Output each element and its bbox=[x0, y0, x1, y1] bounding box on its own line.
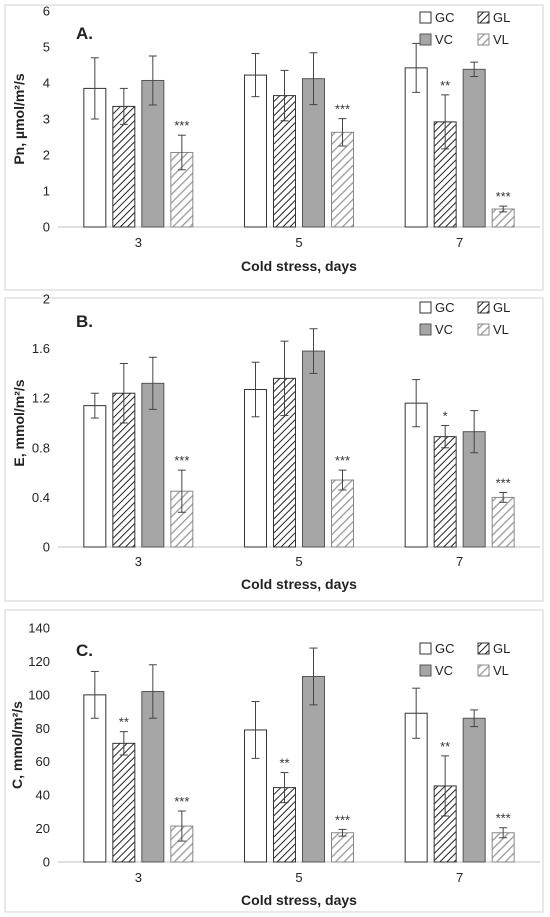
significance-marker: *** bbox=[335, 812, 350, 827]
y-tick-label: 1.2 bbox=[32, 391, 50, 406]
x-axis-title: Cold stress, days bbox=[241, 892, 357, 908]
bar-gc-day-3 bbox=[83, 694, 107, 863]
legend-swatch-gl bbox=[477, 301, 490, 314]
significance-marker: *** bbox=[496, 811, 511, 826]
y-tick-label: 140 bbox=[28, 621, 50, 636]
y-tick-label: 6 bbox=[43, 4, 50, 19]
bar-gl-day-3 bbox=[112, 742, 136, 863]
legend-label-gl: GL bbox=[493, 641, 510, 656]
legend-label-vc: VC bbox=[435, 663, 453, 678]
legend-swatch-vl bbox=[477, 33, 490, 46]
significance-marker: *** bbox=[335, 453, 350, 468]
y-tick-label: 4 bbox=[43, 76, 50, 91]
bar-vc-day-5 bbox=[302, 350, 325, 548]
legend-swatch-vl bbox=[477, 664, 490, 677]
legend-label-gc: GC bbox=[435, 300, 455, 315]
y-tick-label: 0.8 bbox=[32, 440, 50, 455]
x-tick-label: 5 bbox=[295, 235, 302, 250]
x-tick-label: 7 bbox=[456, 554, 463, 569]
y-tick-label: 0 bbox=[43, 220, 50, 235]
x-axis-title: Cold stress, days bbox=[241, 258, 357, 274]
y-axis-title: C, mmol/m²/s bbox=[9, 701, 25, 789]
bar-vl-day-5 bbox=[331, 832, 354, 863]
bar-vl-day-7 bbox=[491, 496, 515, 548]
y-tick-label: 100 bbox=[28, 687, 50, 702]
legend-label-gc: GC bbox=[435, 10, 455, 25]
y-tick-label: 5 bbox=[43, 40, 50, 55]
x-tick-label: 5 bbox=[295, 870, 302, 885]
bar-vc-day-7 bbox=[462, 68, 486, 228]
y-tick-label: 80 bbox=[36, 721, 50, 736]
x-axis-title: Cold stress, days bbox=[241, 576, 357, 592]
significance-marker: ** bbox=[279, 756, 289, 771]
significance-marker: *** bbox=[174, 794, 189, 809]
y-tick-label: 120 bbox=[28, 654, 50, 669]
significance-marker: *** bbox=[496, 475, 511, 490]
legend-swatch-vc bbox=[419, 33, 432, 46]
legend-swatch-gc bbox=[419, 301, 432, 314]
significance-marker: *** bbox=[335, 102, 350, 117]
legend-swatch-vc bbox=[419, 323, 432, 336]
bar-gc-day-5 bbox=[244, 74, 267, 228]
legend-label-gl: GL bbox=[493, 300, 510, 315]
y-axis-title: E, mmol/m²/s bbox=[11, 379, 27, 466]
legend-swatch-gl bbox=[477, 11, 490, 24]
significance-marker: *** bbox=[496, 189, 511, 204]
y-tick-label: 3 bbox=[43, 112, 50, 127]
y-tick-label: 1 bbox=[43, 184, 50, 199]
significance-marker: ** bbox=[119, 715, 129, 730]
legend-label-gl: GL bbox=[493, 10, 510, 25]
y-tick-label: 60 bbox=[36, 754, 50, 769]
legend-label-gc: GC bbox=[435, 641, 455, 656]
x-tick-label: 7 bbox=[456, 235, 463, 250]
y-tick-label: 40 bbox=[36, 788, 50, 803]
y-tick-label: 0 bbox=[43, 855, 50, 870]
legend-label-vl: VL bbox=[493, 32, 509, 47]
significance-marker: ** bbox=[440, 739, 450, 754]
legend-swatch-gc bbox=[419, 11, 432, 24]
bar-gc-day-3 bbox=[83, 405, 107, 548]
x-tick-label: 3 bbox=[135, 235, 142, 250]
y-tick-label: 20 bbox=[36, 821, 50, 836]
y-tick-label: 0.4 bbox=[32, 490, 50, 505]
legend-swatch-vc bbox=[419, 664, 432, 677]
x-tick-label: 3 bbox=[135, 554, 142, 569]
x-tick-label: 5 bbox=[295, 554, 302, 569]
bar-vc-day-7 bbox=[462, 717, 486, 863]
legend-label-vc: VC bbox=[435, 322, 453, 337]
legend-label-vc: VC bbox=[435, 32, 453, 47]
x-tick-label: 7 bbox=[456, 870, 463, 885]
significance-marker: * bbox=[443, 408, 448, 423]
panel-label: A. bbox=[76, 24, 93, 43]
panel-label: B. bbox=[76, 312, 93, 331]
x-tick-label: 3 bbox=[135, 870, 142, 885]
significance-marker: *** bbox=[174, 453, 189, 468]
legend-swatch-vl bbox=[477, 323, 490, 336]
panel-label: C. bbox=[76, 641, 93, 660]
legend-swatch-gc bbox=[419, 642, 432, 655]
y-tick-label: 1.6 bbox=[32, 341, 50, 356]
legend-label-vl: VL bbox=[493, 322, 509, 337]
y-tick-label: 2 bbox=[43, 148, 50, 163]
significance-marker: *** bbox=[174, 118, 189, 133]
y-axis-title: Pn, µmol/m²/s bbox=[11, 73, 27, 165]
significance-marker: ** bbox=[440, 78, 450, 93]
legend-swatch-gl bbox=[477, 642, 490, 655]
bar-vl-day-5 bbox=[331, 131, 354, 228]
y-tick-label: 2 bbox=[43, 292, 50, 307]
bar-gl-day-7 bbox=[433, 436, 457, 548]
y-tick-label: 0 bbox=[43, 540, 50, 555]
legend-label-vl: VL bbox=[493, 663, 509, 678]
